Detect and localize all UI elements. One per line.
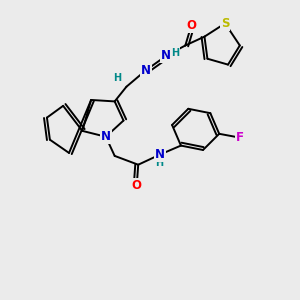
Text: N: N — [101, 130, 111, 143]
Text: H: H — [113, 74, 121, 83]
Text: F: F — [236, 131, 244, 144]
Text: H: H — [155, 158, 163, 168]
Text: N: N — [155, 148, 165, 161]
Text: H: H — [171, 48, 179, 58]
Text: N: N — [141, 64, 151, 77]
Text: O: O — [132, 179, 142, 192]
Text: N: N — [161, 49, 171, 62]
Text: S: S — [221, 17, 229, 30]
Text: O: O — [186, 19, 196, 32]
